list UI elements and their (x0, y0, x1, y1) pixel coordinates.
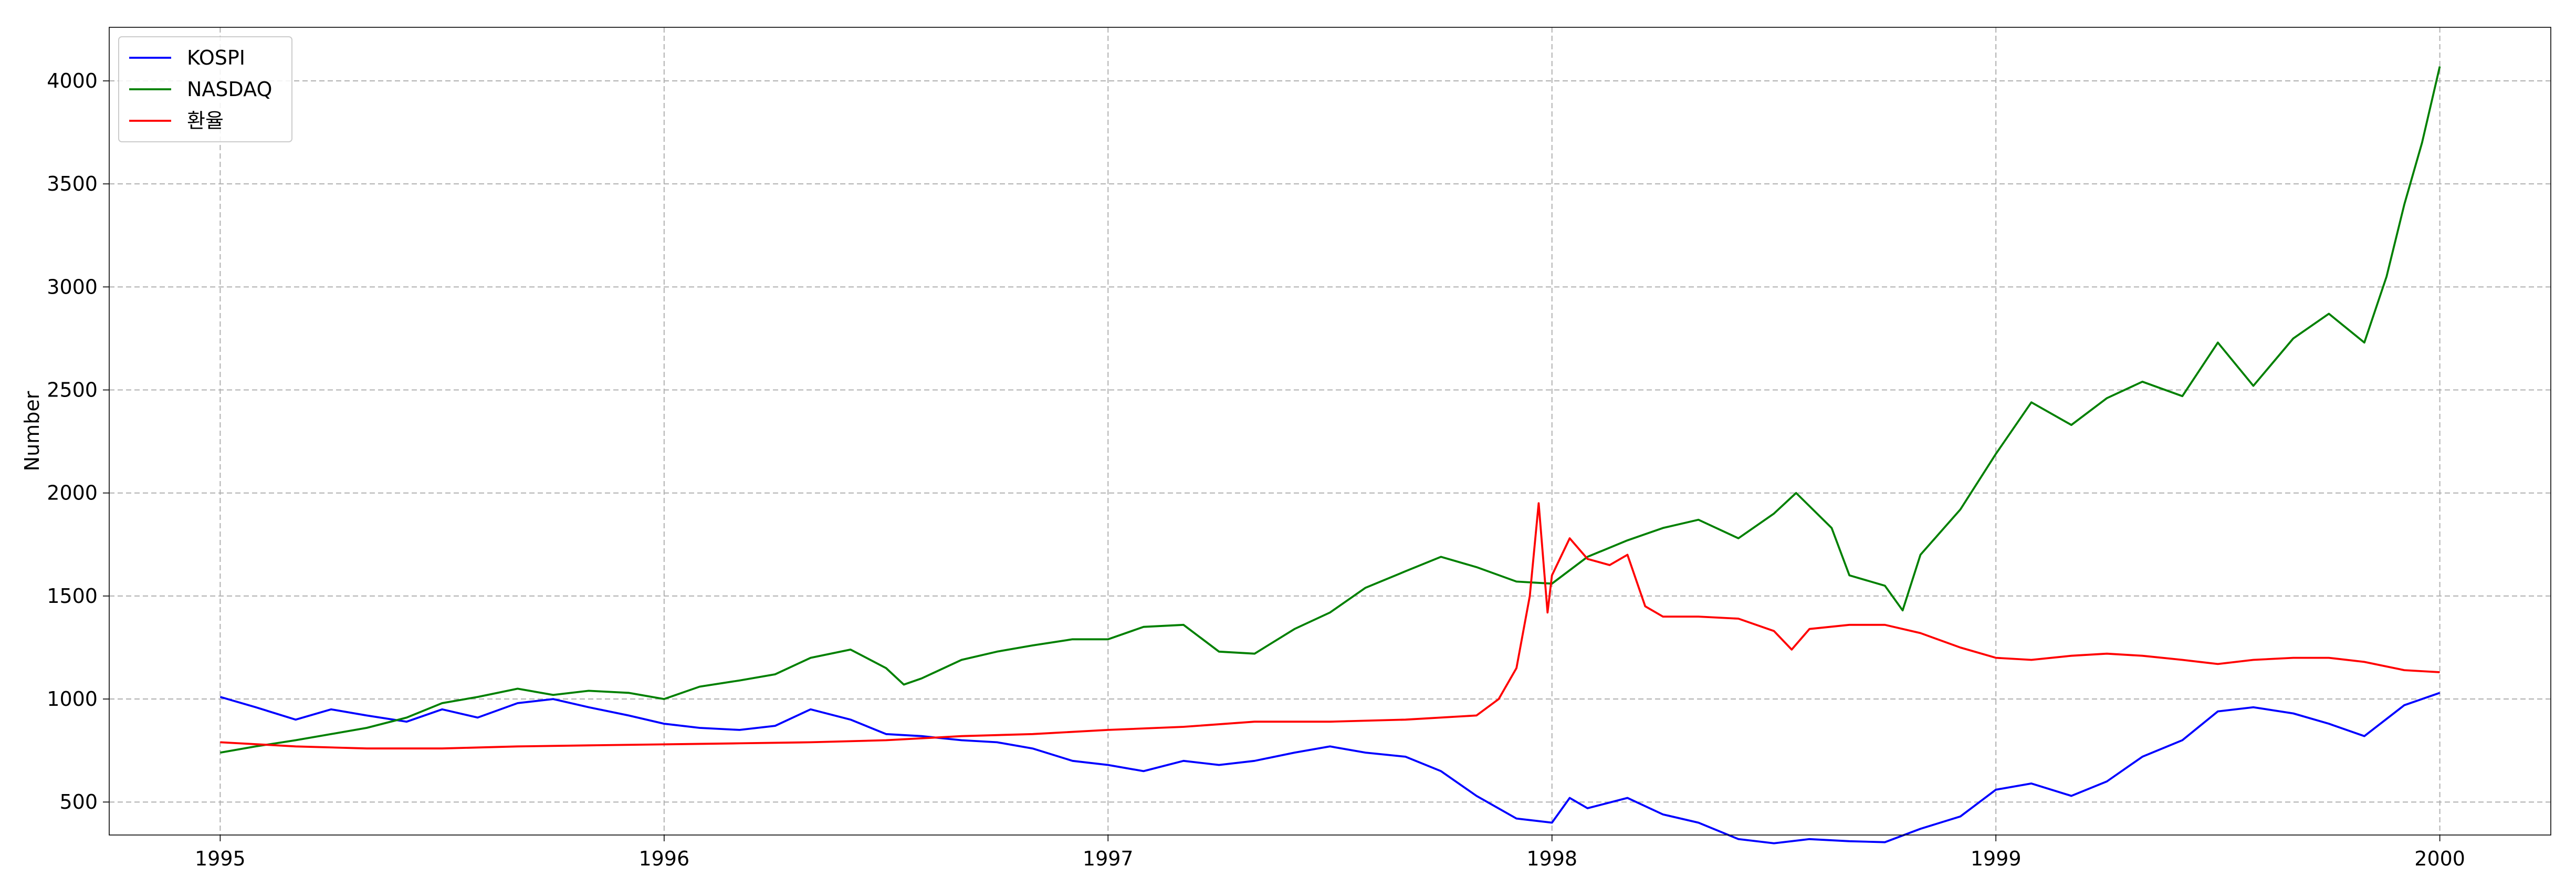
y-tick-label: 1000 (47, 687, 98, 711)
axis-ticks: 1995 1996 1997 1998 1999 2000 500 1000 1500 2000 2… (47, 69, 2465, 870)
x-tick-label: 1999 (1971, 847, 2022, 870)
legend-label-2: 환율 (187, 109, 224, 132)
y-tick-label: 1500 (47, 585, 98, 608)
x-tick-label: 2000 (2414, 847, 2465, 870)
legend-box (118, 36, 292, 142)
x-tick-label: 1998 (1526, 847, 1577, 870)
y-tick-label: 3500 (47, 172, 98, 195)
grid-lines (109, 27, 2551, 835)
y-tick-label: 3000 (47, 275, 98, 298)
y-tick-label: 2500 (47, 379, 98, 402)
x-tick-label: 1997 (1083, 847, 1134, 870)
y-tick-label: 2000 (47, 482, 98, 505)
series-line-1 (220, 66, 2441, 754)
x-tick-label: 1995 (195, 847, 246, 870)
y-tick-label: 4000 (47, 69, 98, 92)
series-line-2 (220, 502, 2440, 750)
y-tick-label: 500 (59, 790, 98, 813)
y-axis-label: Number (20, 391, 44, 471)
legend-label-1: NASDAQ (187, 78, 272, 101)
legend: KOSPI NASDAQ 환율 (118, 36, 292, 142)
series-lines (219, 66, 2441, 844)
plot-frame (109, 27, 2551, 836)
series-line-0 (219, 692, 2441, 844)
legend-label-0: KOSPI (187, 46, 245, 69)
x-tick-label: 1996 (638, 847, 689, 870)
